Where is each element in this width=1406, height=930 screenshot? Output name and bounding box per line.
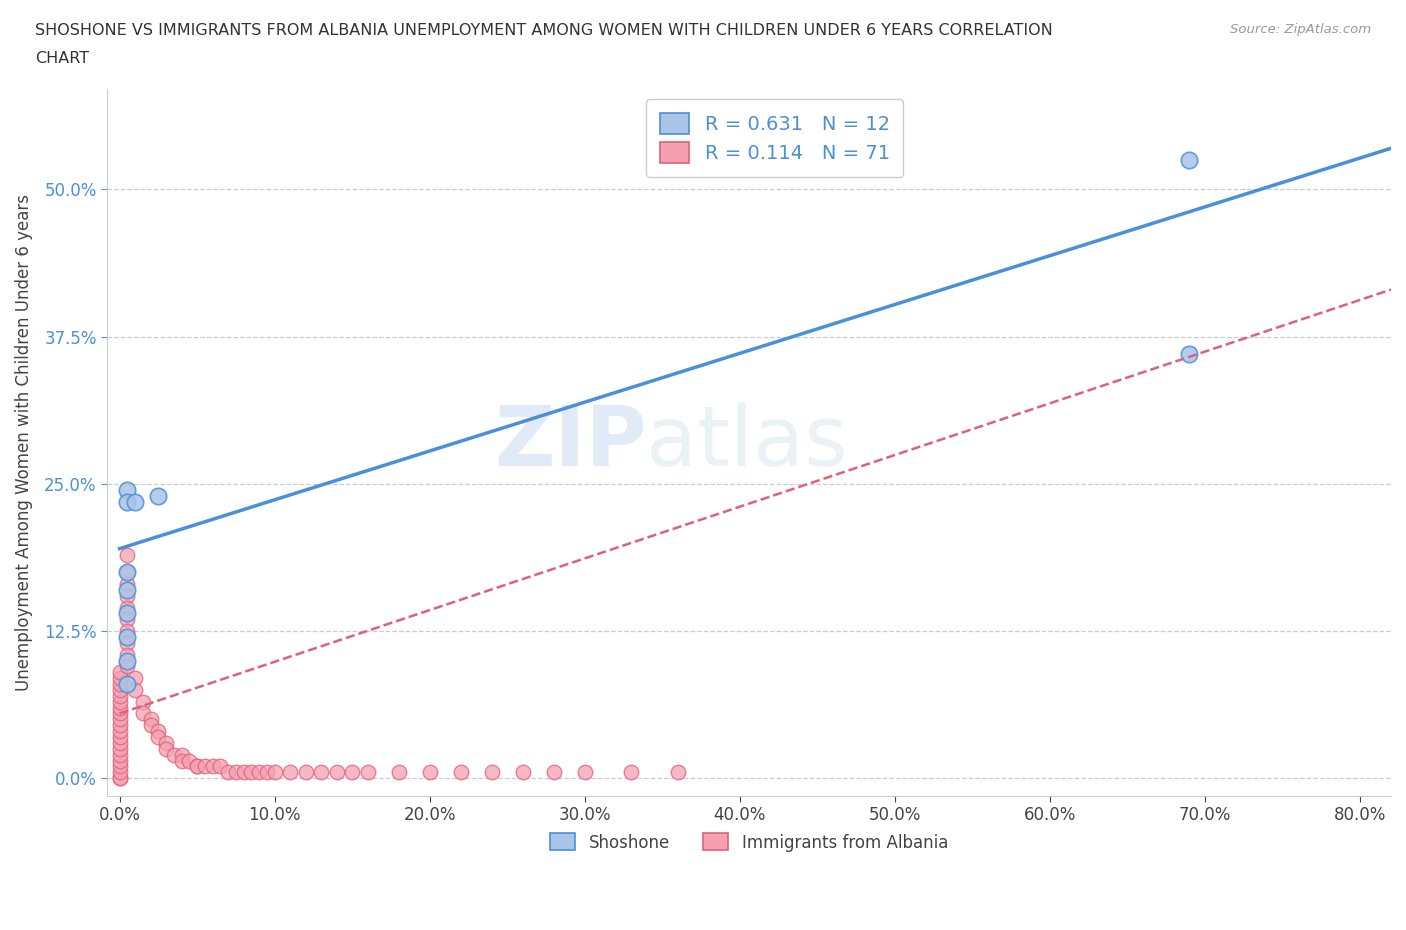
- Point: [117, 547, 139, 562]
- Point: [240, 765, 263, 780]
- Point: [139, 712, 162, 727]
- Text: ZIP: ZIP: [494, 402, 647, 484]
- Point: [108, 753, 131, 768]
- Point: [232, 765, 254, 780]
- Point: [256, 765, 278, 780]
- Point: [186, 759, 208, 774]
- Point: [108, 683, 131, 698]
- Point: [155, 741, 177, 756]
- Point: [148, 488, 170, 503]
- Point: [194, 759, 217, 774]
- Point: [108, 724, 131, 738]
- Point: [263, 765, 285, 780]
- Point: [108, 765, 131, 780]
- Point: [108, 771, 131, 786]
- Point: [179, 753, 201, 768]
- Point: [155, 736, 177, 751]
- Point: [108, 759, 131, 774]
- Point: [117, 659, 139, 674]
- Point: [117, 577, 139, 591]
- Point: [117, 565, 139, 579]
- Point: [163, 748, 186, 763]
- Point: [201, 759, 224, 774]
- Point: [124, 671, 146, 685]
- Point: [170, 748, 193, 763]
- Point: [1178, 347, 1201, 362]
- Point: [108, 736, 131, 751]
- Point: [108, 730, 131, 745]
- Point: [108, 741, 131, 756]
- Point: [512, 765, 534, 780]
- Point: [620, 765, 643, 780]
- Point: [108, 718, 131, 733]
- Point: [124, 683, 146, 698]
- Point: [108, 706, 131, 721]
- Point: [217, 765, 239, 780]
- Point: [108, 665, 131, 680]
- Point: [543, 765, 565, 780]
- Point: [117, 582, 139, 597]
- Point: [117, 677, 139, 692]
- Point: [108, 700, 131, 715]
- Point: [148, 724, 170, 738]
- Text: CHART: CHART: [35, 51, 89, 66]
- Point: [117, 647, 139, 662]
- Text: atlas: atlas: [647, 402, 848, 484]
- Point: [108, 712, 131, 727]
- Legend: Shoshone, Immigrants from Albania: Shoshone, Immigrants from Albania: [544, 827, 955, 858]
- Point: [148, 730, 170, 745]
- Point: [325, 765, 347, 780]
- Point: [450, 765, 472, 780]
- Point: [481, 765, 503, 780]
- Point: [574, 765, 596, 780]
- Point: [108, 695, 131, 710]
- Point: [108, 771, 131, 786]
- Point: [124, 494, 146, 509]
- Point: [309, 765, 332, 780]
- Point: [108, 677, 131, 692]
- Point: [340, 765, 363, 780]
- Point: [294, 765, 316, 780]
- Point: [170, 753, 193, 768]
- Point: [117, 589, 139, 604]
- Point: [419, 765, 441, 780]
- Point: [132, 695, 155, 710]
- Point: [139, 718, 162, 733]
- Point: [666, 765, 689, 780]
- Point: [117, 565, 139, 579]
- Point: [225, 765, 247, 780]
- Point: [117, 606, 139, 621]
- Point: [117, 483, 139, 498]
- Point: [108, 688, 131, 703]
- Point: [117, 635, 139, 650]
- Text: Source: ZipAtlas.com: Source: ZipAtlas.com: [1230, 23, 1371, 36]
- Point: [117, 612, 139, 627]
- Point: [209, 759, 232, 774]
- Text: SHOSHONE VS IMMIGRANTS FROM ALBANIA UNEMPLOYMENT AMONG WOMEN WITH CHILDREN UNDER: SHOSHONE VS IMMIGRANTS FROM ALBANIA UNEM…: [35, 23, 1053, 38]
- Point: [117, 494, 139, 509]
- Point: [1178, 153, 1201, 167]
- Point: [117, 630, 139, 644]
- Point: [108, 748, 131, 763]
- Y-axis label: Unemployment Among Women with Children Under 6 years: Unemployment Among Women with Children U…: [15, 194, 32, 691]
- Point: [356, 765, 378, 780]
- Point: [117, 653, 139, 668]
- Point: [247, 765, 270, 780]
- Point: [278, 765, 301, 780]
- Point: [132, 706, 155, 721]
- Point: [186, 759, 208, 774]
- Point: [108, 671, 131, 685]
- Point: [117, 624, 139, 639]
- Point: [388, 765, 411, 780]
- Point: [117, 600, 139, 615]
